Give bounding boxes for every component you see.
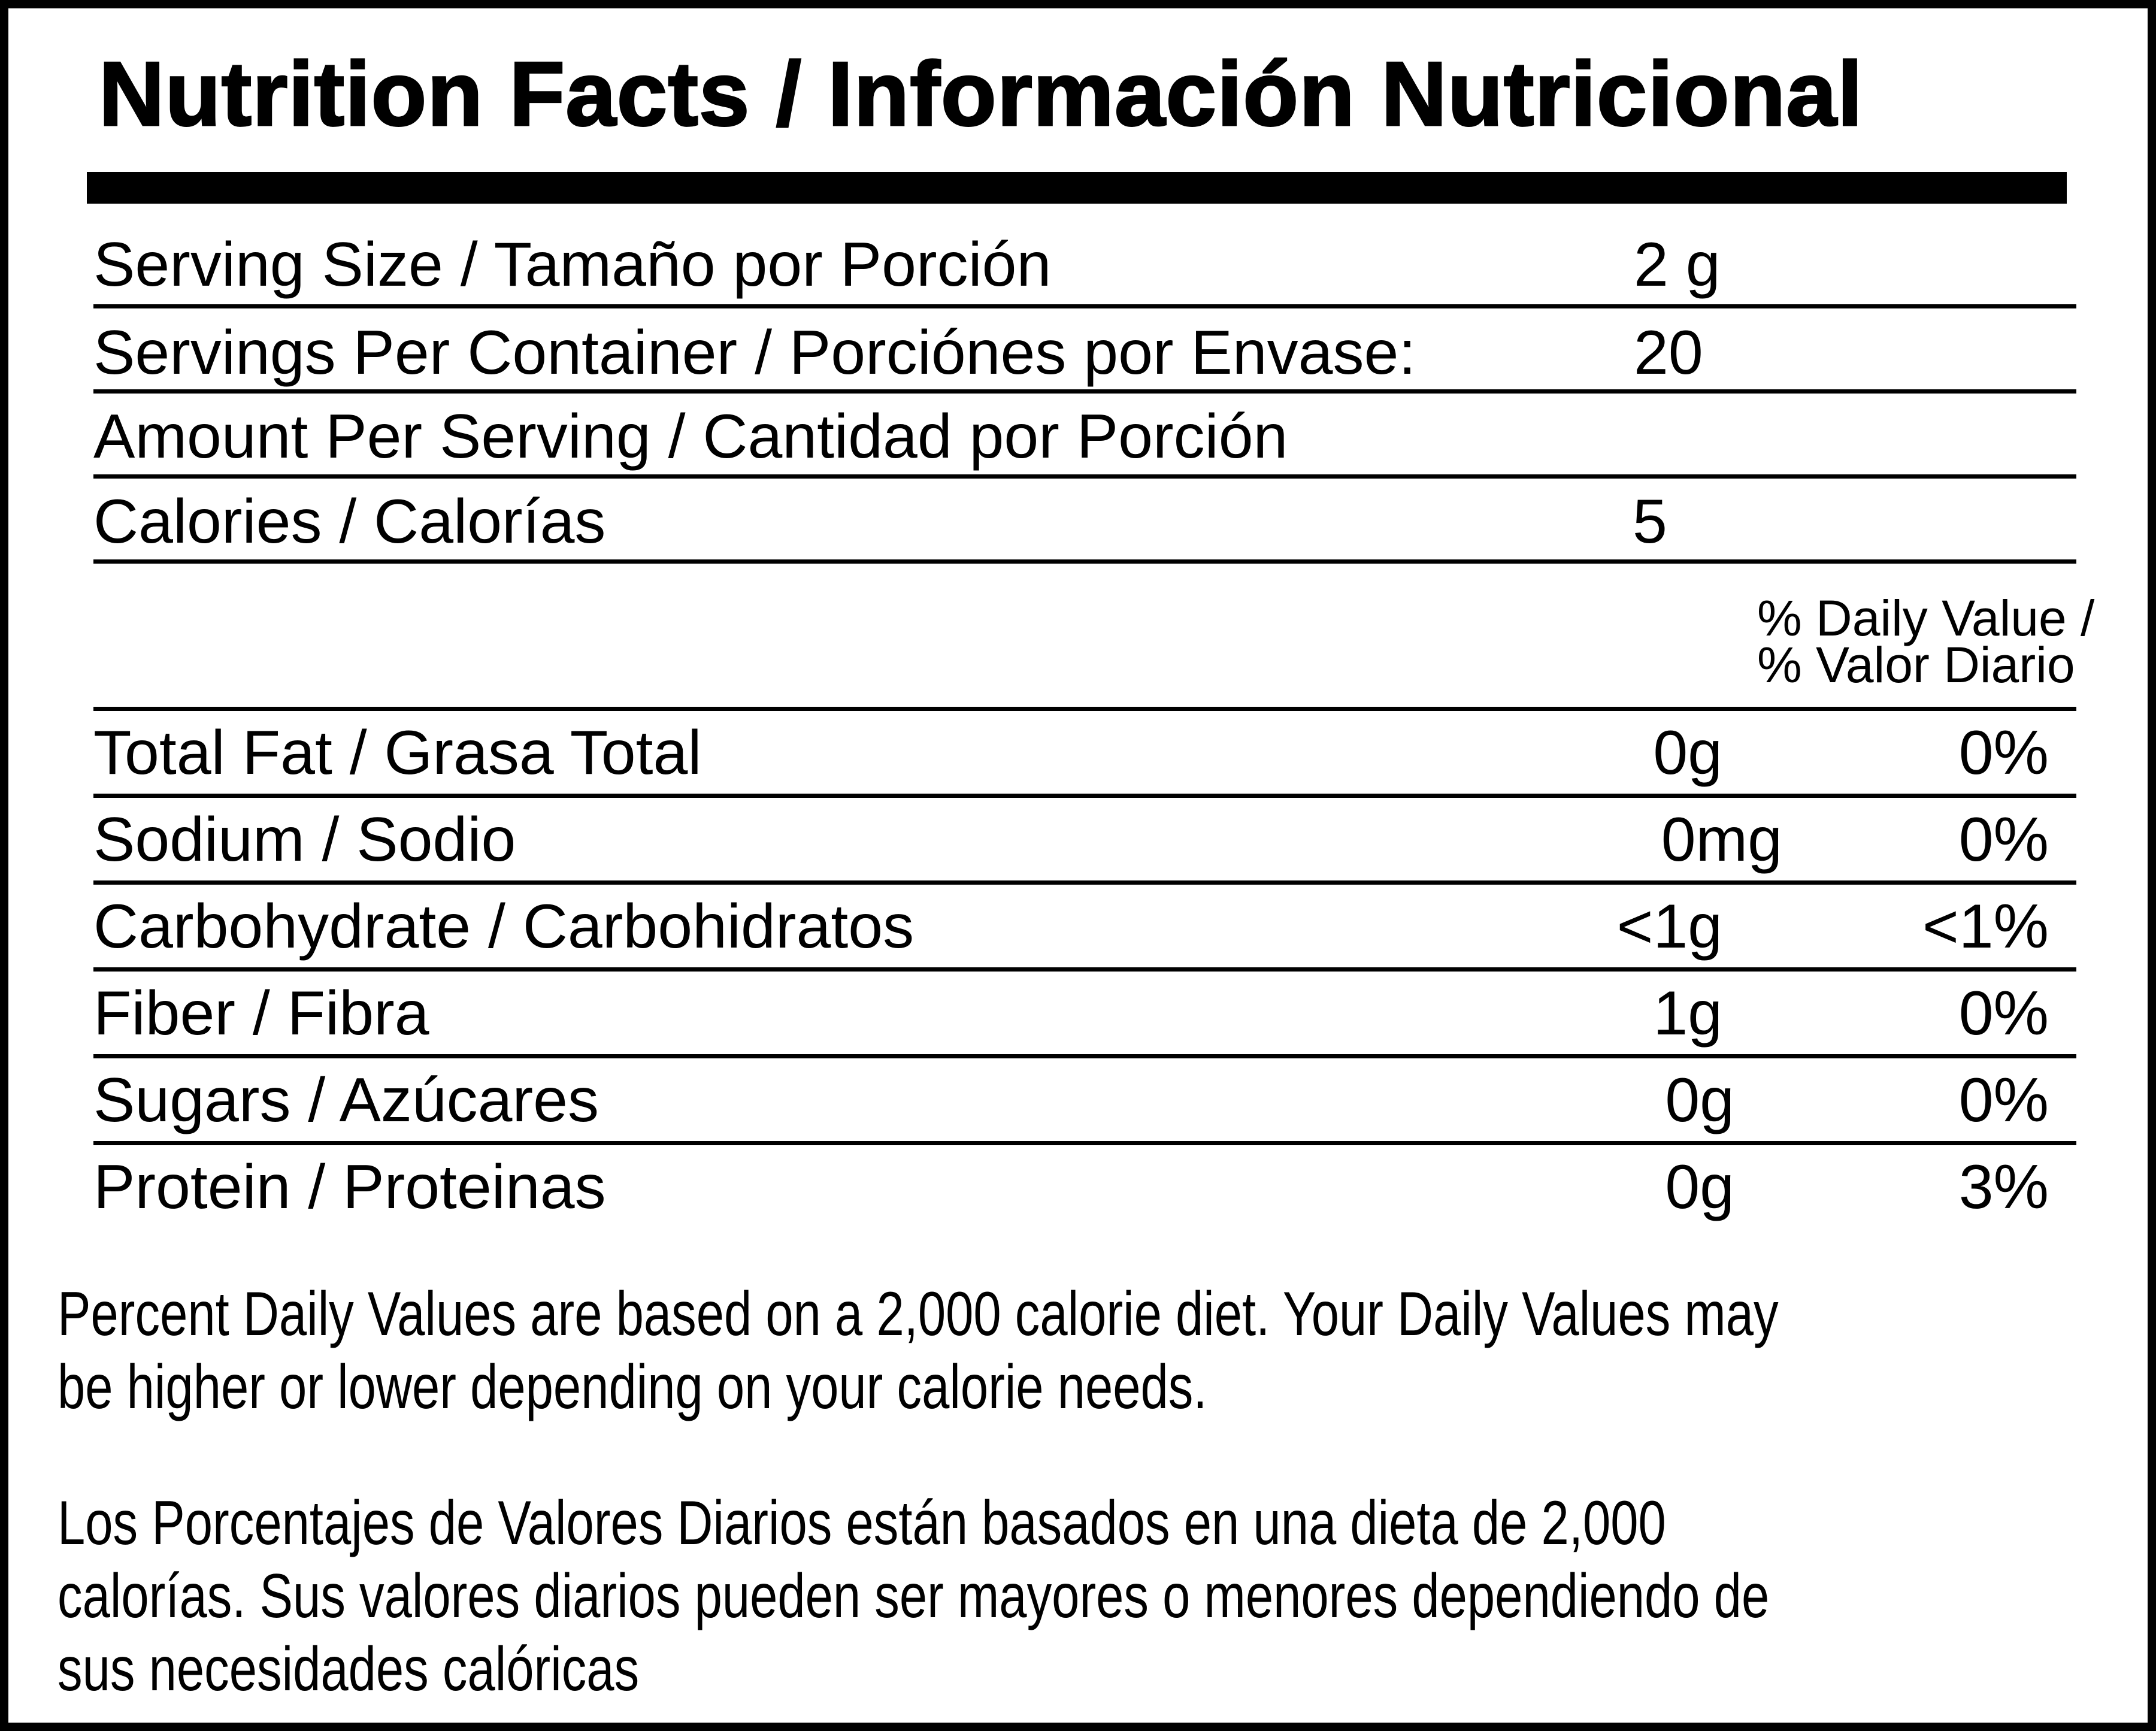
servings-per-container-value: 20 — [1634, 318, 1703, 388]
nutrient-row: Sugars / Azúcares 0g 0% — [93, 1058, 2076, 1145]
calories-value: 5 — [1633, 487, 1667, 556]
amount-per-serving-row: Amount Per Serving / Cantidad por Porció… — [93, 394, 2076, 479]
nutrient-row: Fiber / Fibra 1g 0% — [93, 972, 2076, 1058]
nutrient-daily-value: 0% — [1958, 979, 2049, 1048]
footnote-es-line-2: calorías. Sus valores diarios pueden ser… — [57, 1561, 1770, 1631]
nutrient-label: Carbohydrate / Carbohidratos — [93, 892, 915, 961]
daily-value-header-en: % Daily Value / — [1757, 590, 2095, 646]
nutrient-amount: 0g — [1665, 1152, 1734, 1222]
nutrient-label: Sugars / Azúcares — [93, 1066, 599, 1135]
nutrient-row: Protein / Proteinas 0g 3% — [93, 1145, 2076, 1228]
nutrient-daily-value: 0% — [1958, 718, 2049, 788]
footnote-es-line-1: Los Porcentajes de Valores Diarios están… — [57, 1488, 1666, 1558]
nutrient-amount: 0mg — [1661, 805, 1782, 874]
footnote-en-line-1: Percent Daily Values are based on a 2,00… — [57, 1279, 1779, 1349]
nutrient-amount: 1g — [1653, 979, 1722, 1048]
footnote-en-line-2: be higher or lower depending on your cal… — [57, 1352, 1207, 1422]
nutrient-label: Sodium / Sodio — [93, 805, 516, 874]
nutrient-row: Sodium / Sodio 0mg 0% — [93, 798, 2076, 885]
label-title: Nutrition Facts / Información Nutriciona… — [98, 43, 1864, 146]
amount-per-serving-label: Amount Per Serving / Cantidad por Porció… — [93, 402, 1288, 471]
servings-per-container-row: Servings Per Container / Porciónes por E… — [93, 308, 2076, 394]
nutrient-label: Total Fat / Grasa Total — [93, 718, 702, 788]
nutrient-amount: <1g — [1616, 892, 1722, 961]
nutrient-daily-value: 0% — [1958, 805, 2049, 874]
nutrient-daily-value: 0% — [1958, 1066, 2049, 1135]
nutrient-row: Total Fat / Grasa Total 0g 0% — [93, 711, 2076, 798]
nutrient-amount: 0g — [1653, 718, 1722, 788]
nutrient-amount: 0g — [1665, 1066, 1734, 1135]
nutrient-label: Protein / Proteinas — [93, 1152, 606, 1222]
footnote-es-line-3: sus necesidades calóricas — [57, 1635, 640, 1704]
serving-size-value: 2 g — [1634, 230, 1721, 299]
servings-per-container-label: Servings Per Container / Porciónes por E… — [93, 318, 1416, 388]
daily-value-header-es: % Valor Diario — [1757, 637, 2075, 693]
calories-row: Calories / Calorías 5 — [93, 479, 2076, 564]
nutrients-top-divider — [93, 707, 2076, 711]
nutrient-daily-value: <1% — [1922, 892, 2049, 961]
serving-size-row: Serving Size / Tamaño por Porción 2 g — [93, 228, 2076, 308]
title-divider — [87, 172, 2067, 204]
nutrient-row: Carbohydrate / Carbohidratos <1g <1% — [93, 885, 2076, 972]
calories-label: Calories / Calorías — [93, 487, 606, 556]
nutrient-label: Fiber / Fibra — [93, 979, 429, 1048]
nutrient-daily-value: 3% — [1958, 1152, 2049, 1222]
serving-size-label: Serving Size / Tamaño por Porción — [93, 230, 1052, 299]
